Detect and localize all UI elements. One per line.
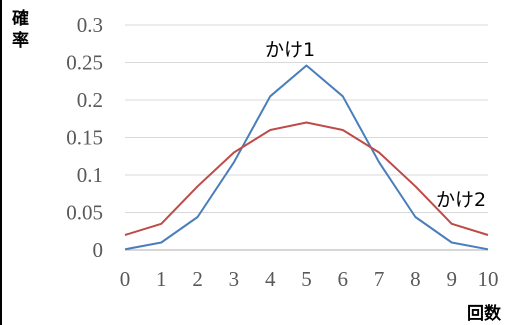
x-tick-label: 7 <box>374 267 385 291</box>
chart-labels: 確 率 回数 かけ1 かけ2 <box>12 8 502 324</box>
y-tick-label: 0.2 <box>77 88 103 112</box>
y-axis-title-char-2: 率 <box>12 30 29 51</box>
y-tick-label: 0.1 <box>77 163 103 187</box>
y-tick-label: 0.25 <box>66 51 103 75</box>
y-tick-label: 0.05 <box>66 201 103 225</box>
x-tick-label: 4 <box>265 267 276 291</box>
x-tick-label: 0 <box>120 267 131 291</box>
axes: 0 0.05 0.1 0.15 0.2 0.25 0.3 0 1 2 3 4 5 6 7 8 9 10 <box>66 13 498 291</box>
x-tick-label: 8 <box>410 267 421 291</box>
y-tick-label: 0.15 <box>66 126 103 150</box>
y-tick-label: 0.3 <box>77 13 103 37</box>
gridlines <box>125 24 488 213</box>
x-axis-title: 回数 <box>467 303 502 324</box>
series-line-1 <box>124 121 489 236</box>
x-tick-label: 5 <box>301 267 312 291</box>
y-tick-label: 0 <box>93 238 104 262</box>
x-tick-label: 2 <box>192 267 203 291</box>
series-label-kake1: かけ1 <box>265 39 315 61</box>
series-line-0 <box>124 64 489 251</box>
x-tick-label: 6 <box>338 267 349 291</box>
series-lines <box>124 64 489 251</box>
x-tick-label: 3 <box>229 267 240 291</box>
x-tick-label: 10 <box>478 267 499 291</box>
x-tick-label: 1 <box>156 267 167 291</box>
y-axis-title-char-1: 確 <box>12 8 29 29</box>
x-tick-label: 9 <box>446 267 457 291</box>
series-label-kake2: かけ2 <box>436 189 486 211</box>
